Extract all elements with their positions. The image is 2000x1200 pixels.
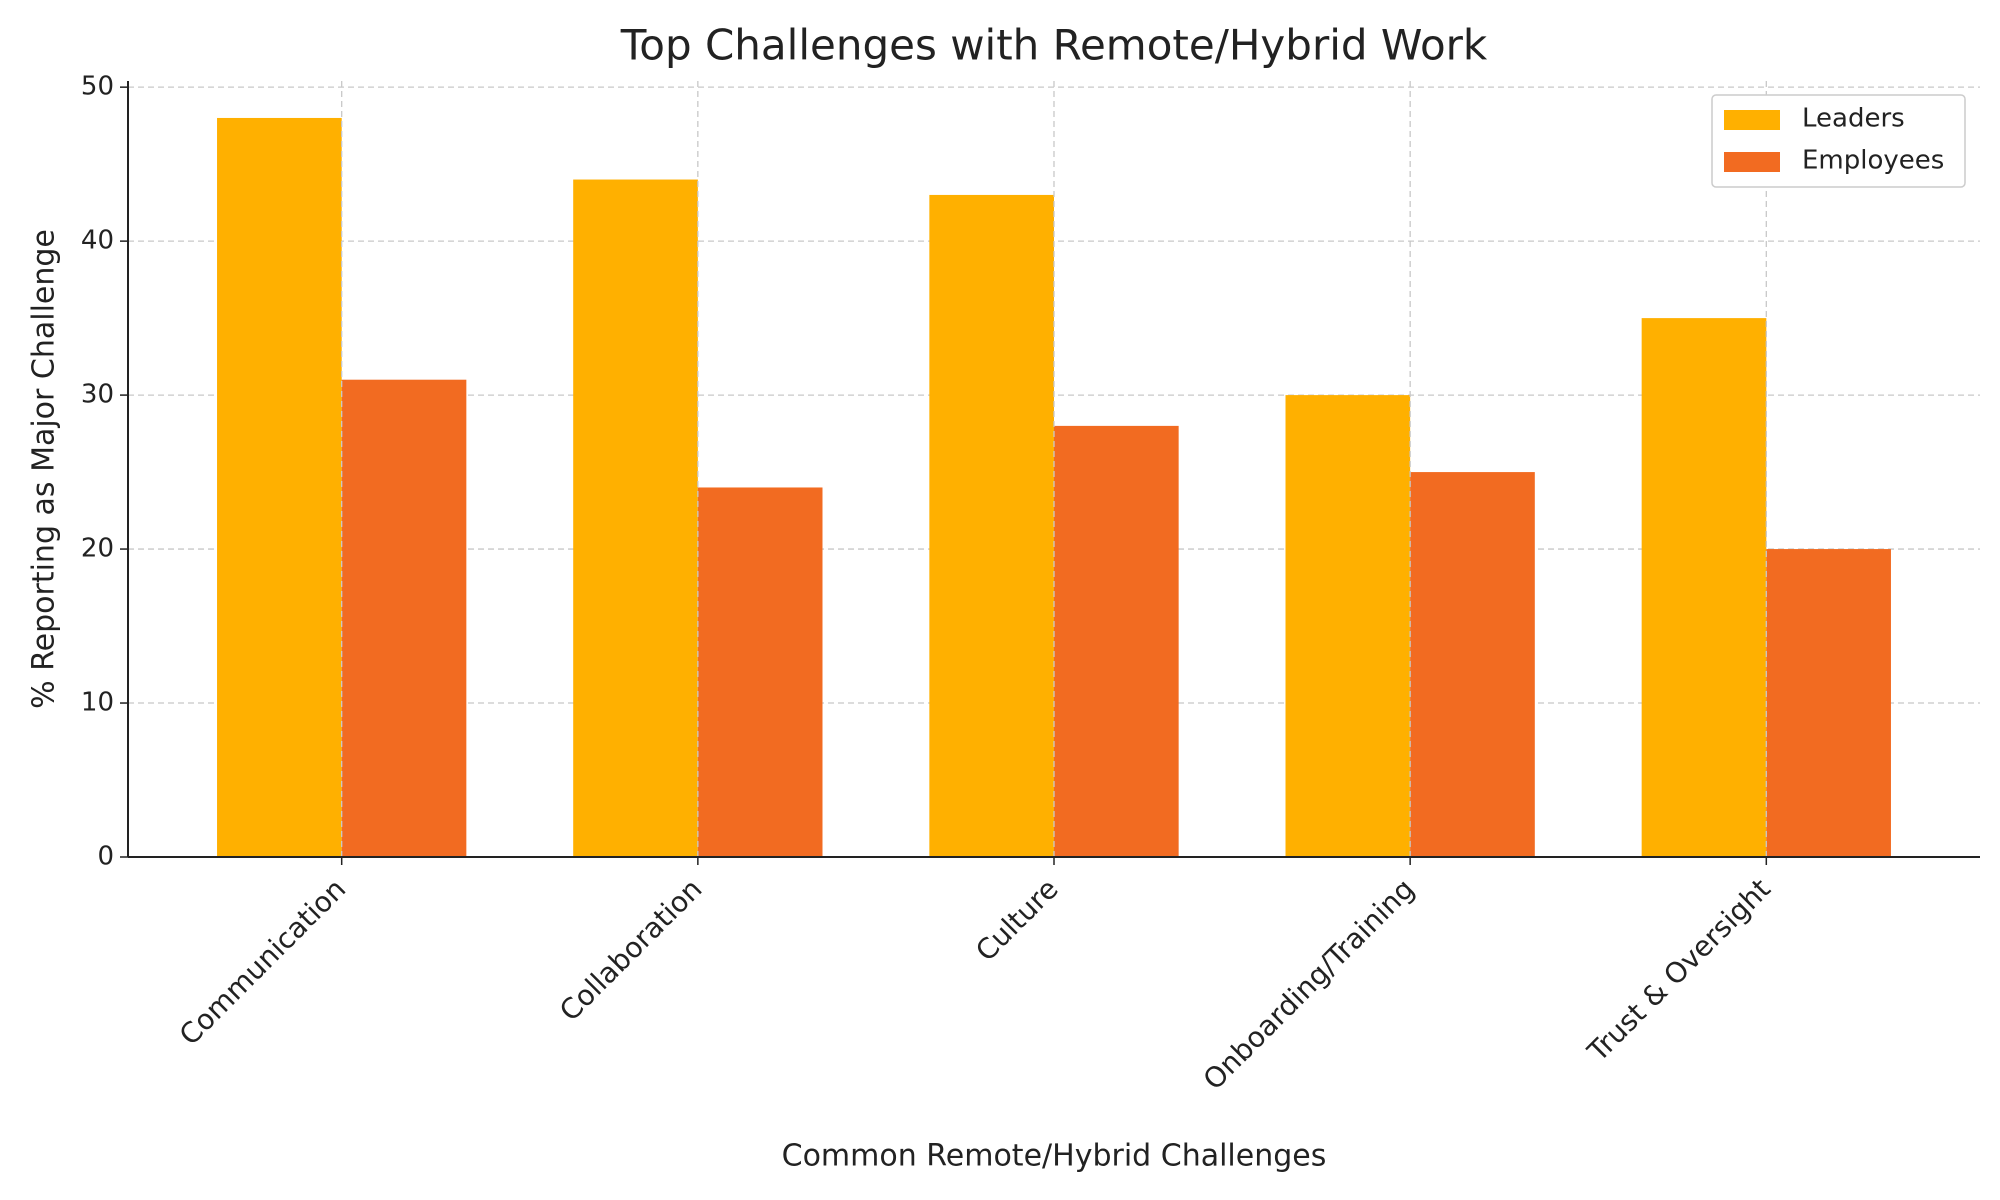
y-tick-label: 10 (81, 688, 114, 718)
bar (1641, 318, 1767, 858)
bar (217, 117, 342, 857)
y-tick-label: 20 (81, 534, 114, 564)
y-tick-label: 0 (97, 842, 114, 872)
x-tick-label: Trust & Oversight (1581, 872, 1777, 1068)
y-tick-label: 40 (81, 226, 114, 256)
bar (341, 379, 467, 857)
bar (697, 487, 823, 857)
chart-title: Top Challenges with Remote/Hybrid Work (620, 21, 1488, 70)
y-tick-label: 30 (81, 380, 114, 410)
bar (1766, 549, 1891, 857)
x-tick-label: Communication (173, 872, 352, 1051)
y-axis-label: % Reporting as Major Challenge (27, 229, 62, 709)
bar (1054, 425, 1179, 857)
x-tick-label: Onboarding/Training (1197, 872, 1421, 1096)
bar (1410, 472, 1535, 857)
y-tick-label: 50 (81, 72, 114, 102)
bar (573, 179, 698, 858)
x-tick-label: Culture (969, 872, 1064, 967)
x-tick-label: Collaboration (553, 872, 708, 1027)
bar (1285, 395, 1411, 857)
legend-label: Employees (1802, 146, 1944, 176)
x-axis-label: Common Remote/Hybrid Challenges (782, 1139, 1327, 1174)
legend-swatch (1724, 152, 1780, 172)
legend-label: Leaders (1802, 104, 1905, 134)
bar (929, 194, 1054, 857)
legend-swatch (1724, 110, 1780, 130)
